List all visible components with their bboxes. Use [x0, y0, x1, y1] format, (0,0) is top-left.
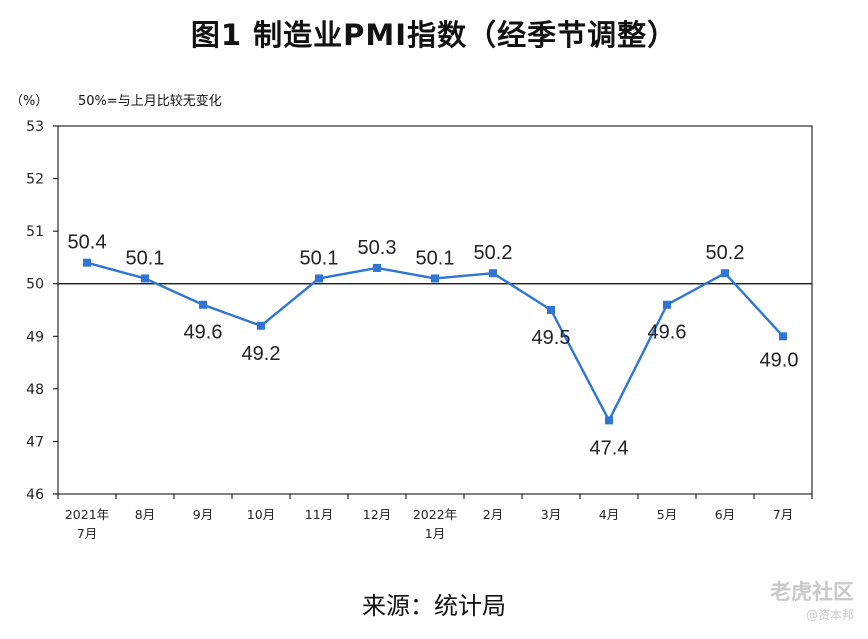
x-tick-label: 2021年 [65, 507, 109, 522]
x-tick-label: 12月 [363, 507, 391, 522]
watermark-sub: @资本邦 [805, 608, 854, 622]
data-point [489, 269, 497, 278]
y-tick-label: 48 [26, 382, 44, 398]
data-label: 49.5 [532, 327, 571, 349]
watermark: 老虎社区 @资本邦 [770, 576, 854, 623]
y-tick-label: 47 [26, 434, 44, 450]
x-tick-label: 9月 [193, 507, 213, 522]
data-label: 50.2 [706, 242, 745, 264]
data-point [431, 274, 439, 283]
data-label: 50.1 [126, 247, 165, 269]
plot-frame [57, 125, 813, 495]
data-point [315, 274, 323, 283]
x-tick-label: 4月 [599, 507, 619, 522]
data-point [721, 269, 729, 278]
data-label: 50.3 [358, 237, 397, 259]
chart-title: 图1 制造业PMI指数（经季节调整） [190, 18, 678, 52]
watermark-brand: 老虎社区 [770, 580, 854, 604]
data-label: 50.1 [300, 247, 339, 269]
y-tick-label: 50 [26, 277, 44, 293]
x-tick-label: 10月 [247, 507, 275, 522]
x-tick-label: 8月 [135, 507, 155, 522]
y-tick-label: 52 [26, 172, 44, 188]
data-label: 49.2 [242, 343, 281, 365]
x-tick-label: 6月 [715, 507, 735, 522]
y-tick-label: 53 [26, 119, 44, 135]
data-point [257, 321, 265, 330]
data-label: 50.1 [416, 247, 455, 269]
data-point [373, 263, 381, 272]
data-point [83, 258, 91, 267]
data-label: 49.6 [184, 322, 223, 344]
chart-note: 50%=与上月比较无变化 [78, 94, 222, 109]
x-tick-label: 7月 [773, 507, 793, 522]
y-tick-label: 51 [26, 224, 44, 240]
x-tick-label: 2022年 [413, 507, 457, 522]
x-tick-label: 1月 [425, 526, 445, 541]
data-label: 50.4 [68, 232, 107, 254]
data-point [779, 332, 787, 341]
data-label: 49.0 [760, 349, 799, 371]
data-point [141, 274, 149, 283]
y-tick-label: 49 [26, 329, 44, 345]
pmi-line-chart: 46 47 48 49 50 51 52 53 2021年 7月 8月 9月 10月 11月 12月 2022… [26, 119, 813, 541]
data-label: 50.2 [474, 242, 513, 264]
x-tick-label: 3月 [541, 507, 561, 522]
data-point [547, 306, 555, 314]
x-tick-label: 7月 [77, 526, 97, 541]
data-label: 47.4 [590, 437, 629, 459]
data-point [605, 416, 613, 425]
data-label: 49.6 [648, 322, 687, 344]
y-axis-unit: （%） [10, 94, 49, 109]
x-tick-label: 5月 [657, 507, 677, 522]
x-tick-label: 2月 [483, 507, 503, 522]
data-point [199, 300, 207, 309]
x-tick-label: 11月 [305, 507, 333, 522]
y-tick-label: 46 [26, 487, 44, 503]
source-caption: 来源：统计局 [362, 592, 506, 620]
data-point [663, 300, 671, 309]
